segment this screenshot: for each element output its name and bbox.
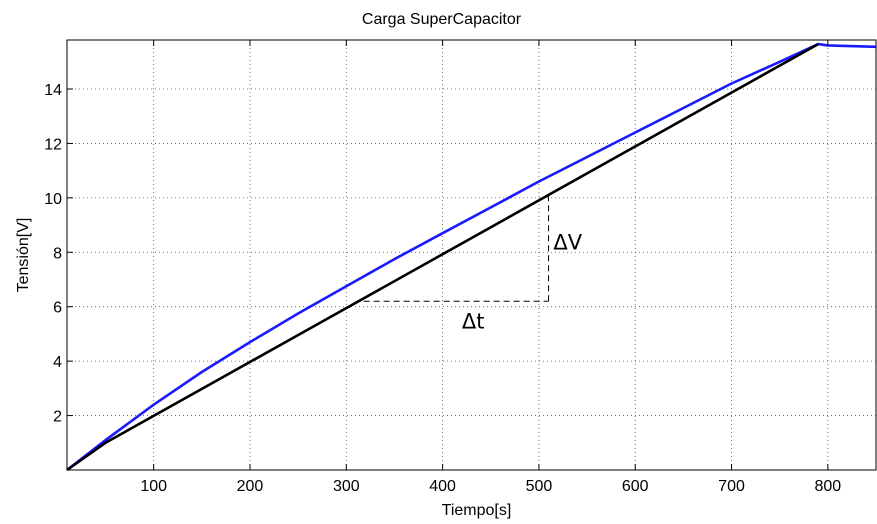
plot-frame (66, 39, 877, 471)
x-tick-label: 600 (622, 478, 649, 495)
grid (67, 40, 876, 470)
x-tick-label: 100 (140, 478, 167, 495)
y-tick-label: 10 (44, 191, 62, 208)
series-lines (66, 42, 877, 472)
chart-title: Carga SuperCapacitor (362, 11, 522, 28)
x-tick-label: 500 (526, 478, 553, 495)
x-tick-label: 800 (814, 478, 841, 495)
x-axis-label: Tiempo[s] (442, 502, 512, 519)
y-tick-label: 2 (53, 409, 62, 426)
y-tick-label: 8 (53, 245, 62, 262)
x-tick-label: 400 (429, 478, 456, 495)
x-tick-label: 200 (237, 478, 264, 495)
series-line-1 (66, 42, 819, 472)
annotation-label: Δt (462, 309, 485, 333)
annotations: ΔV Δt (462, 231, 583, 334)
y-tick-label: 14 (44, 82, 62, 99)
y-tick-label: 12 (44, 136, 62, 153)
delta-guides (363, 195, 550, 302)
y-axis-label: Tensión[V] (15, 218, 32, 293)
x-tick-label: 300 (333, 478, 360, 495)
y-tick-label: 6 (53, 300, 62, 317)
y-tick-label: 4 (53, 354, 62, 371)
x-tick-label: 700 (718, 478, 745, 495)
annotation-label: ΔV (553, 231, 582, 255)
series-line-0 (66, 42, 877, 472)
ticks: 100 200 300 400 500 600 700 800 2 4 6 8 10 12 14 (44, 40, 841, 495)
